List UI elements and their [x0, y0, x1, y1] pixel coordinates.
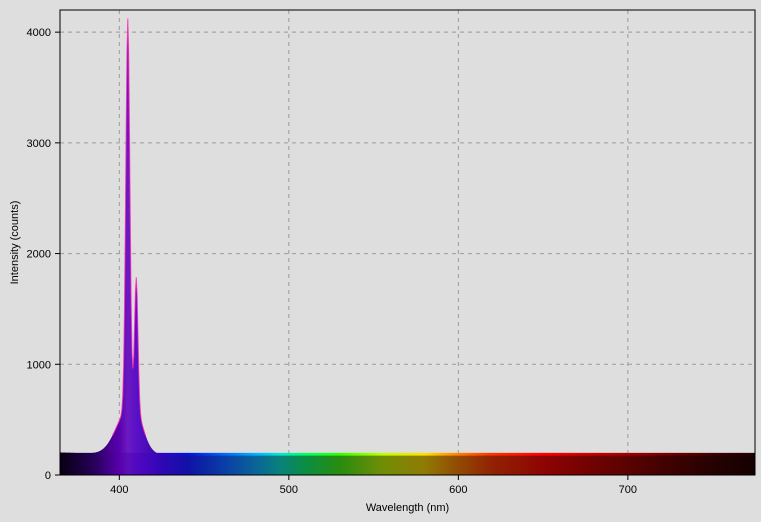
- spectrum-chart: 400 500 600 700 0 1000 2000 3000 4000 Wavelength …: [0, 0, 761, 522]
- x-tick-label: 400: [110, 484, 128, 496]
- x-tick-label: 700: [619, 484, 637, 496]
- spectrum-svg: 400 500 600 700 0 1000 2000 3000 4000 Wavelength …: [0, 0, 761, 522]
- x-axis-label: Wavelength (nm): [366, 502, 449, 514]
- y-tick-label: 3000: [27, 138, 51, 150]
- y-tick-label: 4000: [27, 27, 51, 39]
- y-axis-label: Intensity (counts): [9, 201, 21, 285]
- y-tick-label: 0: [45, 470, 51, 482]
- y-tick-label: 2000: [27, 249, 51, 261]
- y-tick-label: 1000: [27, 359, 51, 371]
- x-tick-label: 600: [449, 484, 467, 496]
- x-tick-label: 500: [280, 484, 298, 496]
